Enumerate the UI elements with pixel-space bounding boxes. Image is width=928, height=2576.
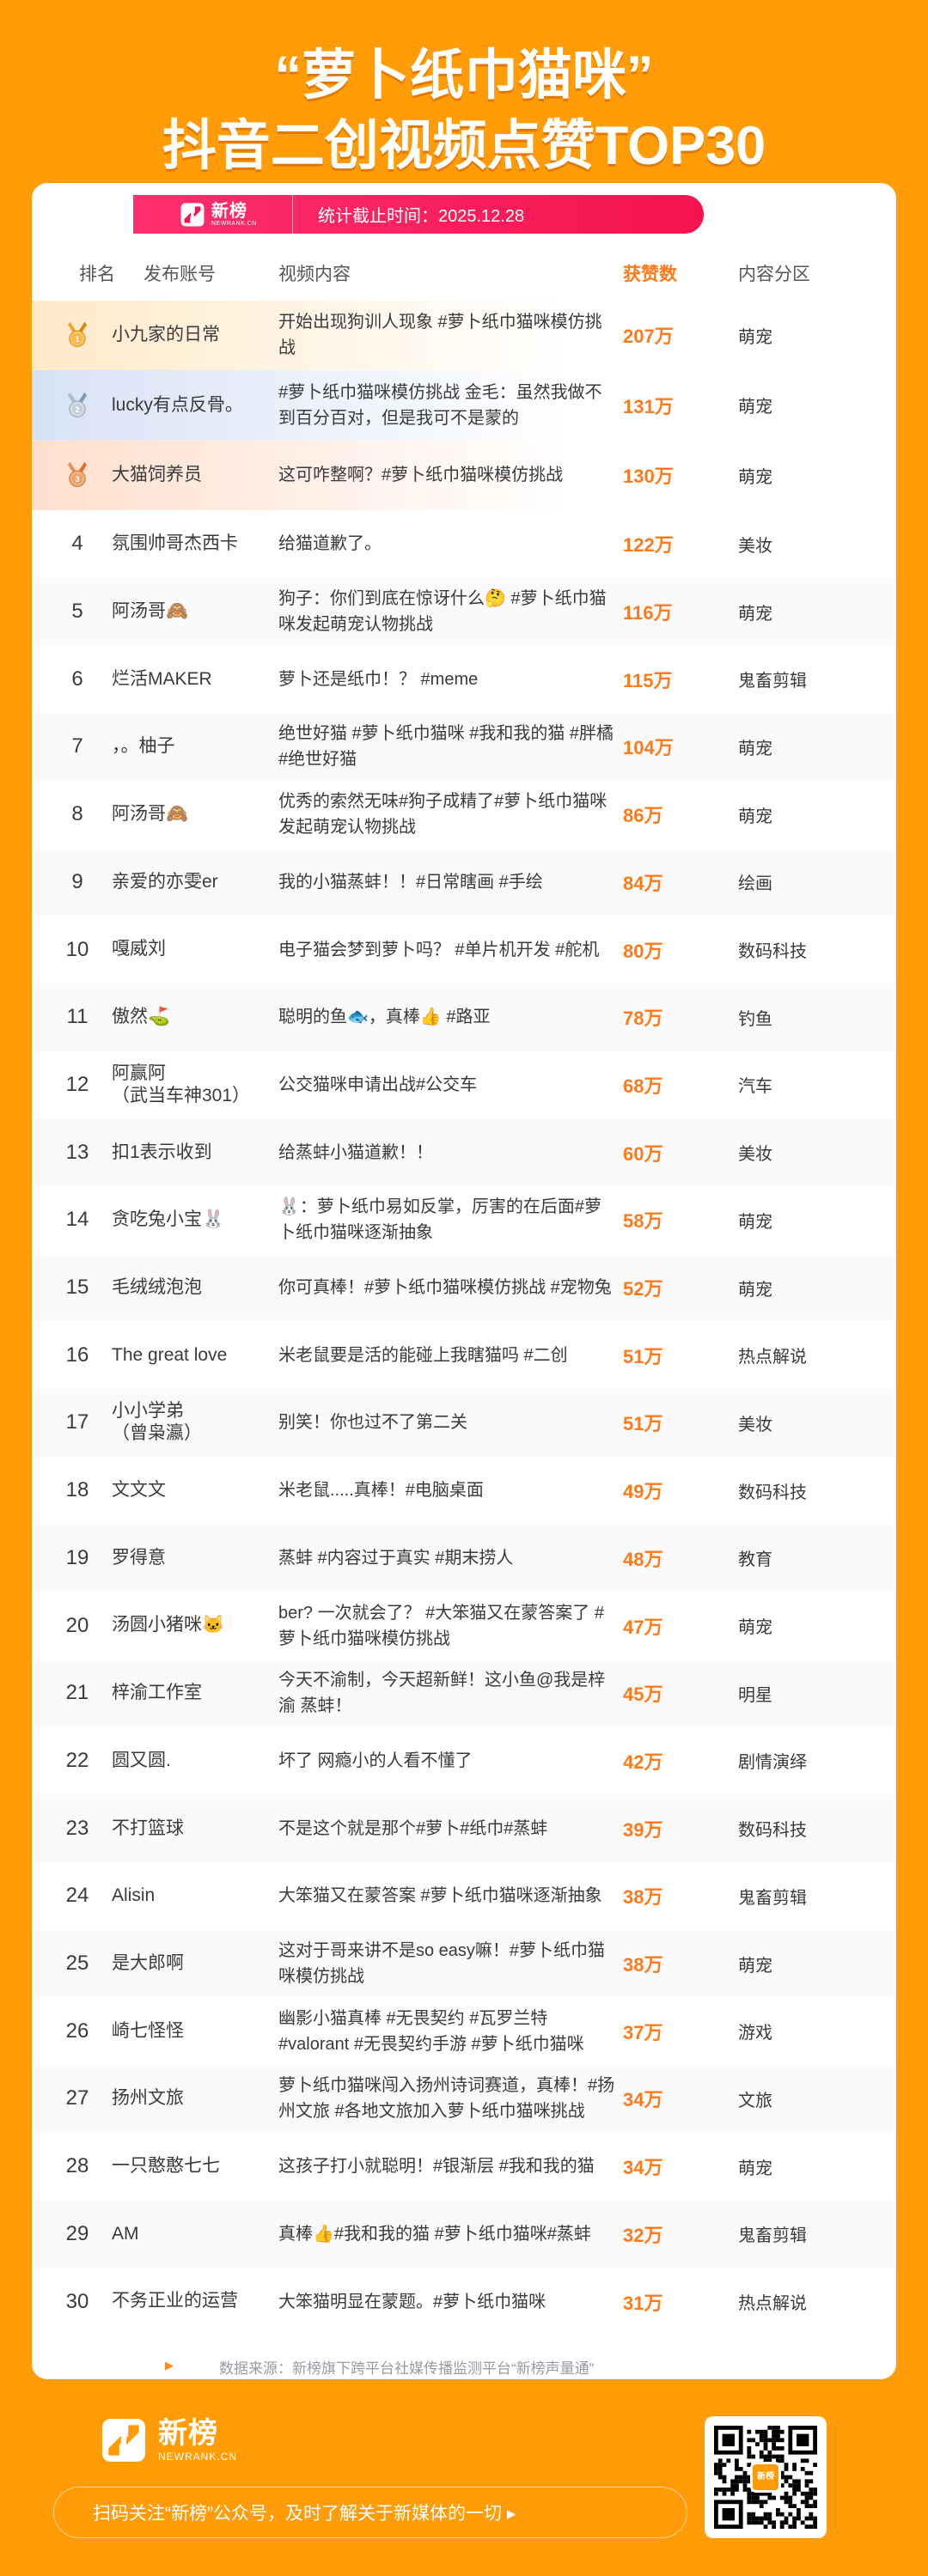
svg-text:2: 2	[75, 405, 79, 414]
svg-text:1: 1	[75, 335, 79, 344]
svg-text:3: 3	[75, 475, 79, 484]
